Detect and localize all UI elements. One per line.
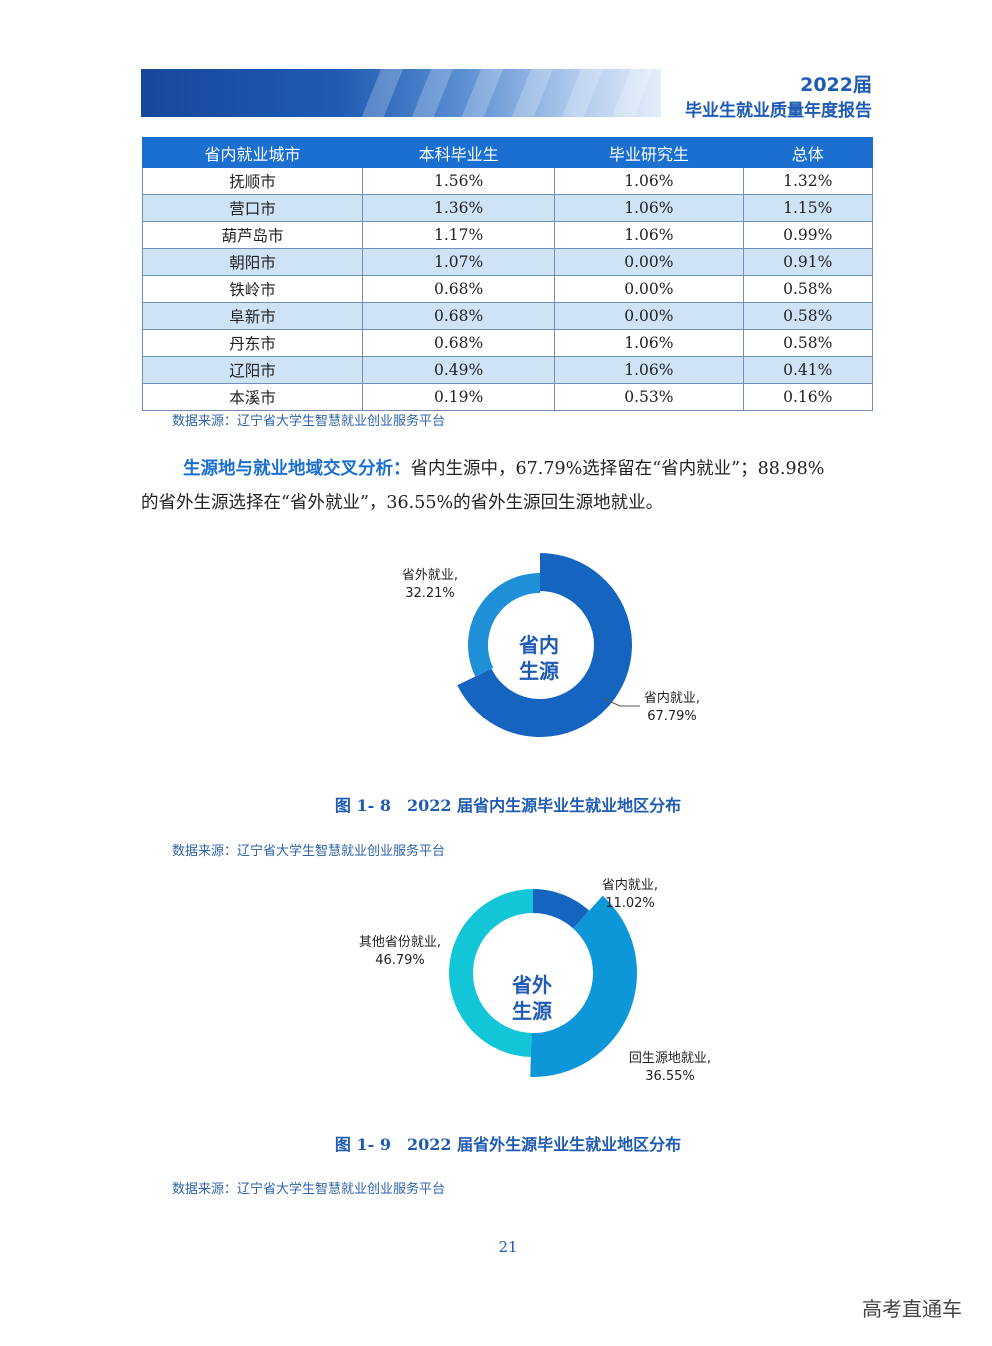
- figure-caption-2: 图 1- 9 2022 届省外生源毕业生就业地区分布: [334, 1135, 682, 1154]
- table-cell: 1.36%: [362, 194, 556, 222]
- table-cell: 0.00%: [554, 275, 744, 303]
- table-header-cell: 本科毕业生: [362, 137, 556, 168]
- table-header-row: 省内就业城市 本科毕业生 毕业研究生 总体: [141, 137, 874, 168]
- table-header-cell: 总体: [742, 137, 874, 168]
- paragraph-line-1: 生源地与就业地域交叉分析：省内生源中，67.79%选择留在“省内就业”；88.9…: [141, 452, 877, 486]
- donut1-center-label: 省内 生源: [499, 632, 579, 684]
- city-employment-table: 省内就业城市 本科毕业生 毕业研究生 总体 抚顺市 1.56% 1.06% 1.32%…: [141, 137, 874, 411]
- table-row: 抚顺市 1.56% 1.06% 1.32%: [141, 167, 874, 195]
- table-cell: 丹东市: [141, 329, 364, 357]
- slice-label-value: 46.79%: [375, 953, 425, 968]
- slice-label-value: 11.02%: [605, 896, 655, 911]
- table-cell: 1.07%: [362, 248, 556, 276]
- table-cell: 0.58%: [742, 275, 874, 303]
- paragraph-lead: 生源地与就业地域交叉分析：: [183, 459, 411, 479]
- table-row: 铁岭市 0.68% 0.00% 0.58%: [141, 275, 874, 303]
- table-cell: 1.06%: [554, 356, 744, 384]
- slice-label-name: 回生源地就业,: [628, 1051, 712, 1066]
- donut-chart-out-province: [448, 889, 638, 1077]
- header-year: 2022届: [800, 74, 872, 96]
- header-title: 毕业生就业质量年度报告: [685, 101, 872, 121]
- table-row: 营口市 1.36% 1.06% 1.15%: [141, 194, 874, 222]
- donut-slice: [448, 889, 533, 1057]
- slice-label-value: 36.55%: [645, 1069, 695, 1084]
- slice-label-value: 67.79%: [647, 709, 697, 724]
- table-row: 丹东市 0.68% 1.06% 0.58%: [141, 329, 874, 357]
- page-number: 21: [498, 1238, 518, 1256]
- chart2-source-note: 数据来源：辽宁省大学生智慧就业创业服务平台: [172, 1182, 446, 1197]
- table-cell: 本溪市: [141, 383, 364, 411]
- table-cell: 1.56%: [362, 167, 556, 195]
- header-banner-stripes: [141, 69, 661, 117]
- table-cell: 0.53%: [554, 383, 744, 411]
- donut1-leader-line: [601, 697, 640, 707]
- donut2-center-label: 省外 生源: [492, 972, 572, 1024]
- watermark-text: 高考直通车: [862, 1297, 962, 1321]
- table-cell: 1.06%: [554, 167, 744, 195]
- donut2-label-in: 省内就业, 11.02%: [580, 877, 680, 913]
- table-cell: 1.06%: [554, 329, 744, 357]
- donut-slice: [457, 553, 632, 737]
- donut1-label-in: 省内就业, 67.79%: [622, 690, 722, 726]
- table-cell: 1.17%: [362, 221, 556, 249]
- table-cell: 0.00%: [554, 302, 744, 330]
- donut1-center-line: 生源: [519, 659, 559, 683]
- table-cell: 辽阳市: [141, 356, 364, 384]
- table-cell: 1.32%: [742, 167, 874, 195]
- table-cell: 0.58%: [742, 302, 874, 330]
- donut1-label-out: 省外就业, 32.21%: [380, 567, 480, 603]
- table-cell: 0.68%: [362, 329, 556, 357]
- table-cell: 0.91%: [742, 248, 874, 276]
- donut1-center-line: 省内: [519, 633, 559, 657]
- chart1-source-note: 数据来源：辽宁省大学生智慧就业创业服务平台: [172, 844, 446, 859]
- donut2-label-home: 回生源地就业, 36.55%: [610, 1050, 730, 1086]
- table-cell: 0.00%: [554, 248, 744, 276]
- table-cell: 葫芦岛市: [141, 221, 364, 249]
- table-row: 葫芦岛市 1.17% 1.06% 0.99%: [141, 221, 874, 249]
- slice-label-name: 省外就业,: [401, 568, 459, 583]
- table-cell: 朝阳市: [141, 248, 364, 276]
- slice-label-name: 其他省份就业,: [358, 935, 442, 950]
- table-cell: 抚顺市: [141, 167, 364, 195]
- donut-chart-in-province: [457, 553, 632, 737]
- paragraph-line-2: 的省外生源选择在“省外就业”，36.55%的省外生源回生源地就业。: [141, 493, 664, 513]
- table-source-note: 数据来源：辽宁省大学生智慧就业创业服务平台: [172, 414, 446, 429]
- paragraph-text-1: 省内生源中，67.79%选择留在“省内就业”；88.98%: [410, 459, 825, 479]
- table-cell: 0.58%: [742, 329, 874, 357]
- table-cell: 0.41%: [742, 356, 874, 384]
- table-cell: 营口市: [141, 194, 364, 222]
- slice-label-name: 省内就业,: [601, 878, 659, 893]
- table-cell: 0.49%: [362, 356, 556, 384]
- header-banner: [141, 69, 661, 117]
- table-cell: 阜新市: [141, 302, 364, 330]
- table-cell: 1.06%: [554, 221, 744, 249]
- table-row: 阜新市 0.68% 0.00% 0.58%: [141, 302, 874, 330]
- donut2-center-line: 省外: [512, 973, 552, 997]
- analysis-paragraph: 生源地与就业地域交叉分析：省内生源中，67.79%选择留在“省内就业”；88.9…: [141, 452, 877, 520]
- table-cell: 铁岭市: [141, 275, 364, 303]
- table-header-cell: 毕业研究生: [554, 137, 744, 168]
- table-cell: 0.19%: [362, 383, 556, 411]
- table-cell: 0.99%: [742, 221, 874, 249]
- table-cell: 0.68%: [362, 275, 556, 303]
- table-row: 本溪市 0.19% 0.53% 0.16%: [141, 383, 874, 411]
- slice-label-name: 省内就业,: [643, 691, 701, 706]
- table-cell: 0.68%: [362, 302, 556, 330]
- table-header-cell: 省内就业城市: [141, 137, 364, 168]
- table-row: 辽阳市 0.49% 1.06% 0.41%: [141, 356, 874, 384]
- table-cell: 1.06%: [554, 194, 744, 222]
- donut-slice: [533, 889, 590, 929]
- table-cell: 0.16%: [742, 383, 874, 411]
- slice-label-value: 32.21%: [405, 586, 455, 601]
- table-row: 朝阳市 1.07% 0.00% 0.91%: [141, 248, 874, 276]
- donut2-label-other: 其他省份就业, 46.79%: [340, 934, 460, 970]
- figure-caption-1: 图 1- 8 2022 届省内生源毕业生就业地区分布: [334, 796, 682, 815]
- donut2-center-line: 生源: [512, 999, 552, 1023]
- table-cell: 1.15%: [742, 194, 874, 222]
- donut-slice: [530, 895, 638, 1077]
- donut-slice: [468, 573, 540, 677]
